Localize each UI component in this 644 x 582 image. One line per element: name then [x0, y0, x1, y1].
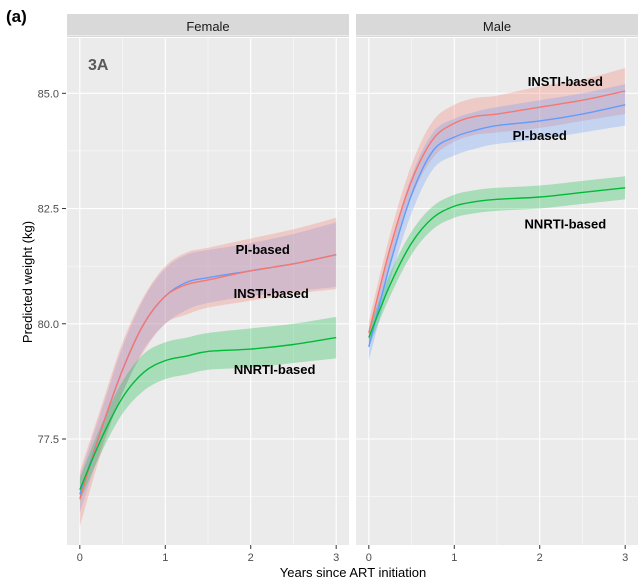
y-axis-title: Predicted weight (kg) — [20, 221, 35, 343]
series-line-pi-based — [368, 104, 626, 347]
series-line-insti-based — [79, 253, 337, 500]
facet-panel-female: Female 0 1 2 3 PI-based INSTI-based NNRTI-based… — [67, 14, 349, 564]
y-tick-label: 80.0 — [38, 319, 59, 331]
series-label: PI-based — [236, 242, 290, 257]
y-tick-label: 85.0 — [38, 88, 59, 100]
x-tick-label: 3 — [333, 552, 339, 564]
x-tick-label: 1 — [451, 552, 457, 564]
figure-tag: (a) — [6, 7, 27, 26]
confidence-band-pi-based — [368, 84, 626, 361]
facet-strip-label: Male — [483, 19, 511, 34]
x-tick-label: 0 — [366, 552, 372, 564]
series-line-nnrti-based — [79, 336, 337, 490]
series-label: PI-based — [513, 128, 567, 143]
series-line-insti-based — [368, 90, 626, 334]
facet-strip-label: Female — [186, 19, 229, 34]
y-tick-label: 82.5 — [38, 204, 59, 216]
panel-tag: 3A — [88, 57, 109, 74]
x-tick-label: 0 — [77, 552, 83, 564]
series-label: INSTI-based — [234, 286, 309, 301]
x-tick-label: 2 — [248, 552, 254, 564]
facet-strip — [67, 14, 349, 37]
series-label: INSTI-based — [528, 74, 603, 89]
series-label: NNRTI-based — [525, 217, 607, 232]
confidence-band-insti-based — [79, 217, 337, 527]
x-tick-label: 3 — [622, 552, 628, 564]
series-label: NNRTI-based — [234, 362, 316, 377]
x-tick-label: 2 — [537, 552, 543, 564]
x-axis-title: Years since ART initiation — [280, 565, 426, 580]
confidence-band-nnrti-based — [368, 176, 626, 347]
series-line-nnrti-based — [368, 187, 626, 338]
facet-panel-male: Male 0 1 2 3 INSTI-based PI-based NNRTI-based — [356, 14, 638, 564]
y-tick-label: 77.5 — [38, 434, 59, 446]
x-tick-label: 1 — [162, 552, 168, 564]
confidence-band-insti-based — [368, 67, 626, 345]
confidence-band-nnrti-based — [79, 316, 337, 502]
facet-strip — [356, 14, 638, 37]
